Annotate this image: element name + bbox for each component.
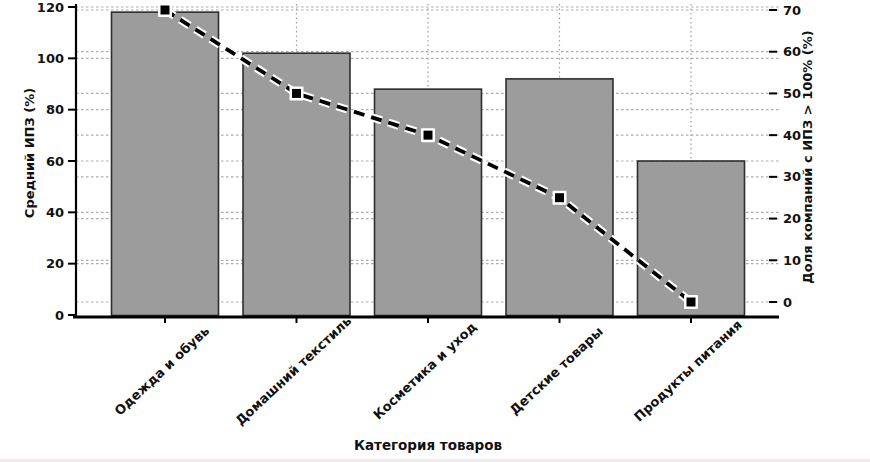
bar-line-chart: 0 20 40 60 80 100 120 0 10 20 30 40 50 60 70 Одежда и о… <box>0 0 870 462</box>
y-left-tick-label-0: 0 <box>55 308 64 323</box>
y-right-tick-label-50: 50 <box>783 86 801 101</box>
marker-1 <box>292 89 301 98</box>
y-right-tick-label-60: 60 <box>783 44 801 59</box>
bar-0 <box>112 12 219 315</box>
x-tick-label-3: Детские товары <box>507 324 606 418</box>
bar-4 <box>638 161 745 316</box>
x-tick-label-2: Косметика и уход <box>370 319 479 422</box>
chart-canvas: 0 20 40 60 80 100 120 0 10 20 30 40 50 60 70 Одежда и о… <box>0 0 870 462</box>
y-axis-right-title: Доля компаний с ИПЗ > 100% (%) <box>800 30 815 284</box>
y-axis-left-title: Средний ИПЗ (%) <box>22 88 37 218</box>
y-right-tick-label-20: 20 <box>783 211 801 226</box>
chart-generated-content: 0 20 40 60 80 100 120 0 10 20 30 40 50 60 70 Одежда и о… <box>37 0 801 428</box>
y-right-tick-label-40: 40 <box>783 128 801 143</box>
y-left-tick-label-120: 120 <box>37 0 64 15</box>
y-left-tick-label-40: 40 <box>46 205 64 220</box>
x-tick-label-4: Продукты питания <box>631 317 745 425</box>
marker-0 <box>161 6 170 15</box>
marker-3 <box>555 193 564 202</box>
x-tick-label-0: Одежда и обувь <box>112 323 213 418</box>
x-axis-title: Категория товаров <box>354 437 502 453</box>
y-right-tick-label-0: 0 <box>783 295 792 310</box>
y-right-tick-label-30: 30 <box>783 169 801 184</box>
marker-4 <box>687 298 696 307</box>
marker-2 <box>424 131 433 140</box>
x-tick-label-1: Домашний текстиль <box>232 313 354 428</box>
y-left-tick-label-60: 60 <box>46 154 64 169</box>
y-left-tick-label-80: 80 <box>46 102 64 117</box>
y-left-tick-label-100: 100 <box>37 51 64 66</box>
y-left-tick-label-20: 20 <box>46 256 64 271</box>
y-right-tick-label-70: 70 <box>783 3 801 18</box>
y-right-tick-label-10: 10 <box>783 253 801 268</box>
